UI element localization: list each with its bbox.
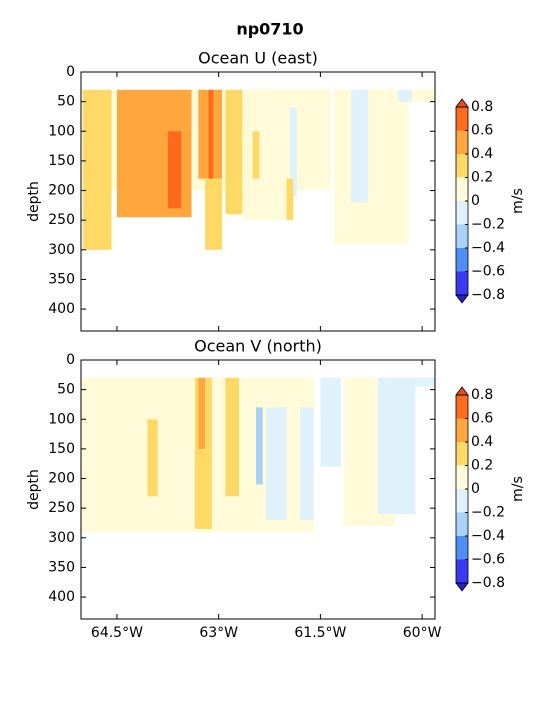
colorbar-tick-label: 0.8 — [471, 99, 493, 115]
colorbar-over — [455, 98, 469, 108]
colorbar-swatch — [456, 512, 468, 536]
contour-patch — [225, 377, 240, 497]
colorbar-tick-label: −0.6 — [471, 552, 505, 568]
y-tick-label: 350 — [48, 559, 75, 575]
y-tick-label: 350 — [48, 271, 75, 287]
contour-patch — [242, 89, 287, 221]
colorbar-label: m/s — [510, 188, 526, 214]
contour-patch — [320, 377, 341, 467]
contour-patch — [286, 178, 294, 221]
colorbar-tick-label: 0.8 — [471, 387, 493, 403]
y-tick-label: 50 — [57, 382, 75, 398]
y-tick-label: 200 — [48, 183, 75, 199]
colorbar-tick-label: −0.8 — [471, 287, 505, 303]
y-tick-label: 150 — [48, 441, 75, 457]
colorbar-swatch — [456, 130, 468, 154]
y-tick-label: 0 — [66, 352, 75, 368]
y-tick-label: 250 — [48, 500, 75, 516]
colorbar-tick-label: −0.4 — [471, 528, 505, 544]
x-tick-label: 60°W — [403, 625, 442, 641]
colorbar-tick-label: −0.8 — [471, 575, 505, 591]
colorbar-tick-label: 0.6 — [471, 411, 493, 427]
contour-patch — [198, 377, 206, 449]
contour-patch — [208, 89, 214, 209]
contour-patch — [378, 377, 416, 515]
colorbar-tick-label: 0 — [471, 481, 480, 497]
contour-patch — [255, 407, 263, 485]
y-axis-label: depth — [26, 181, 42, 222]
y-tick-label: 300 — [48, 242, 75, 258]
y-tick-label: 100 — [48, 411, 75, 427]
colorbar-swatch — [456, 248, 468, 272]
contour-patch — [289, 107, 297, 197]
colorbar-swatch — [456, 177, 468, 201]
colorbar-swatch — [456, 536, 468, 560]
colorbar-tick-label: −0.4 — [471, 240, 505, 256]
colorbar-swatch — [456, 201, 468, 225]
colorbar-tick-label: 0 — [471, 193, 480, 209]
contour-patch — [411, 89, 435, 102]
colorbar-swatch — [456, 271, 468, 295]
contour-patch — [205, 178, 223, 250]
colorbar-tick-label: 0.4 — [471, 146, 493, 162]
colorbar-over — [455, 386, 469, 396]
y-tick-label: 400 — [48, 301, 75, 317]
y-tick-label: 400 — [48, 589, 75, 605]
y-tick-label: 300 — [48, 530, 75, 546]
x-tick-label: 63°W — [199, 625, 238, 641]
plot-frame — [80, 359, 436, 620]
colorbar-tick-label: −0.2 — [471, 505, 505, 521]
colorbar-swatch — [456, 107, 468, 131]
colorbar-swatch — [456, 559, 468, 583]
y-tick-label: 100 — [48, 123, 75, 139]
figure-title: np0710 — [236, 20, 303, 39]
contour-patch — [147, 419, 158, 497]
y-tick-label: 0 — [66, 64, 75, 80]
colorbar-tick-label: 0.2 — [471, 170, 493, 186]
colorbar-under — [455, 582, 469, 592]
contour-patch — [333, 89, 409, 244]
y-axis-label: depth — [26, 469, 42, 510]
colorbar-swatch — [456, 489, 468, 513]
y-tick-label: 250 — [48, 212, 75, 228]
colorbar-under — [455, 294, 469, 304]
colorbar-swatch — [456, 224, 468, 248]
colorbar-tick-label: 0.2 — [471, 458, 493, 474]
colorbar-swatch — [456, 395, 468, 419]
contour-patch — [286, 407, 301, 521]
panel-title: Ocean V (north) — [194, 337, 322, 356]
contour-patch — [350, 89, 368, 203]
colorbar-swatch — [456, 418, 468, 442]
contour-patch — [83, 89, 112, 250]
contour-patch — [167, 131, 182, 209]
x-tick-label: 64.5°W — [91, 625, 143, 641]
colorbar-swatch — [456, 154, 468, 178]
panel-title: Ocean U (east) — [198, 49, 318, 68]
colorbar-tick-label: −0.6 — [471, 264, 505, 280]
colorbar-tick-label: 0.4 — [471, 434, 493, 450]
colorbar-swatch — [456, 465, 468, 489]
y-tick-label: 150 — [48, 153, 75, 169]
colorbar-swatch — [456, 442, 468, 466]
y-tick-label: 200 — [48, 471, 75, 487]
colorbar-tick-label: 0.6 — [471, 123, 493, 139]
x-tick-label: 61.5°W — [294, 625, 346, 641]
contour-patch — [398, 89, 412, 102]
contour-patch — [225, 89, 243, 215]
y-tick-label: 50 — [57, 94, 75, 110]
colorbar-label: m/s — [510, 476, 526, 502]
colorbar-tick-label: −0.2 — [471, 217, 505, 233]
plot-frame — [80, 71, 436, 332]
contour-patch — [252, 131, 260, 179]
contour-patch — [398, 377, 435, 387]
